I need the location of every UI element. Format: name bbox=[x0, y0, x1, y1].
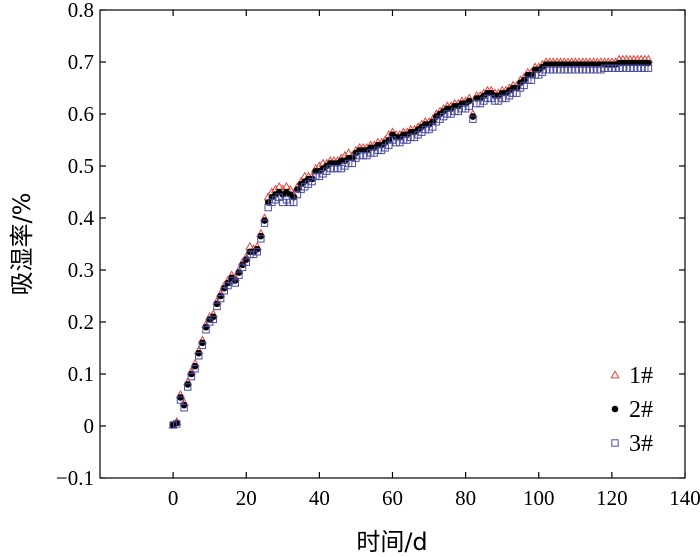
x-tick-label: 100 bbox=[523, 486, 555, 510]
data-point bbox=[184, 383, 192, 391]
x-axis-title: 时间/d bbox=[356, 528, 427, 556]
y-tick-label: −0.1 bbox=[56, 466, 94, 490]
data-point bbox=[184, 381, 192, 388]
x-tick-label: 0 bbox=[168, 486, 179, 510]
data-series bbox=[168, 54, 654, 429]
data-point bbox=[187, 372, 196, 381]
data-point bbox=[202, 326, 210, 334]
data-point bbox=[191, 362, 199, 370]
legend-item: 1# bbox=[610, 363, 653, 389]
data-point bbox=[199, 339, 206, 347]
y-tick-label: 0.4 bbox=[68, 206, 95, 230]
data-point bbox=[465, 102, 473, 110]
data-point bbox=[198, 341, 207, 350]
data-point bbox=[343, 148, 354, 157]
x-tick-label: 60 bbox=[382, 486, 403, 510]
y-tick-label: 0.6 bbox=[68, 102, 94, 126]
data-point bbox=[216, 294, 225, 303]
x-tick-label: 80 bbox=[455, 486, 476, 510]
data-point bbox=[242, 258, 250, 266]
y-tick-label: 0 bbox=[84, 414, 95, 438]
legend-label: 1# bbox=[629, 363, 653, 389]
legend: 1# 2# 3# bbox=[610, 363, 653, 457]
data-point bbox=[195, 352, 203, 360]
legend-item: 3# bbox=[611, 431, 653, 457]
data-point bbox=[261, 217, 268, 224]
y-tick-label: 0.3 bbox=[68, 258, 94, 282]
legend-item: 2# bbox=[611, 397, 653, 423]
x-axis: 0 20 40 60 80 100 120 140 bbox=[168, 10, 700, 510]
y-tick-label: 0.7 bbox=[68, 50, 94, 74]
series-2 bbox=[169, 59, 652, 429]
x-tick-label: 40 bbox=[309, 486, 330, 510]
y-axis: −0.1 0 0.1 0.2 0.3 0.4 0.5 0.6 0.7 0.8 bbox=[56, 0, 685, 490]
legend-label: 2# bbox=[629, 397, 653, 423]
data-point bbox=[173, 420, 181, 428]
y-tick-label: 0.1 bbox=[68, 362, 94, 386]
data-point bbox=[191, 365, 199, 373]
data-point bbox=[235, 271, 243, 279]
legend-marker bbox=[610, 370, 620, 379]
y-tick-label: 0.2 bbox=[68, 310, 94, 334]
data-point bbox=[469, 115, 477, 123]
legend-marker bbox=[611, 439, 619, 447]
series-3 bbox=[169, 64, 653, 429]
data-point bbox=[469, 113, 477, 120]
legend-label: 3# bbox=[629, 431, 653, 457]
data-point bbox=[231, 279, 239, 287]
data-point bbox=[253, 248, 261, 256]
series-1 bbox=[168, 54, 654, 429]
y-tick-label: 0.8 bbox=[68, 0, 94, 22]
y-axis-title: 吸湿率/% bbox=[8, 193, 36, 296]
data-point bbox=[274, 181, 284, 191]
x-tick-label: 20 bbox=[236, 486, 257, 510]
data-point bbox=[260, 219, 269, 227]
data-point bbox=[180, 404, 188, 412]
data-point bbox=[257, 235, 265, 243]
data-point bbox=[209, 315, 218, 324]
data-point bbox=[257, 232, 265, 240]
data-point bbox=[176, 396, 185, 404]
y-tick-label: 0.5 bbox=[68, 154, 94, 178]
x-tick-label: 120 bbox=[596, 486, 628, 510]
data-point bbox=[177, 394, 184, 401]
data-point bbox=[195, 349, 203, 357]
data-point bbox=[213, 302, 221, 311]
x-tick-label: 140 bbox=[669, 486, 700, 510]
data-point bbox=[281, 181, 292, 191]
data-point bbox=[245, 241, 255, 250]
data-point bbox=[290, 198, 298, 207]
legend-marker bbox=[611, 405, 619, 413]
data-point bbox=[644, 64, 653, 72]
